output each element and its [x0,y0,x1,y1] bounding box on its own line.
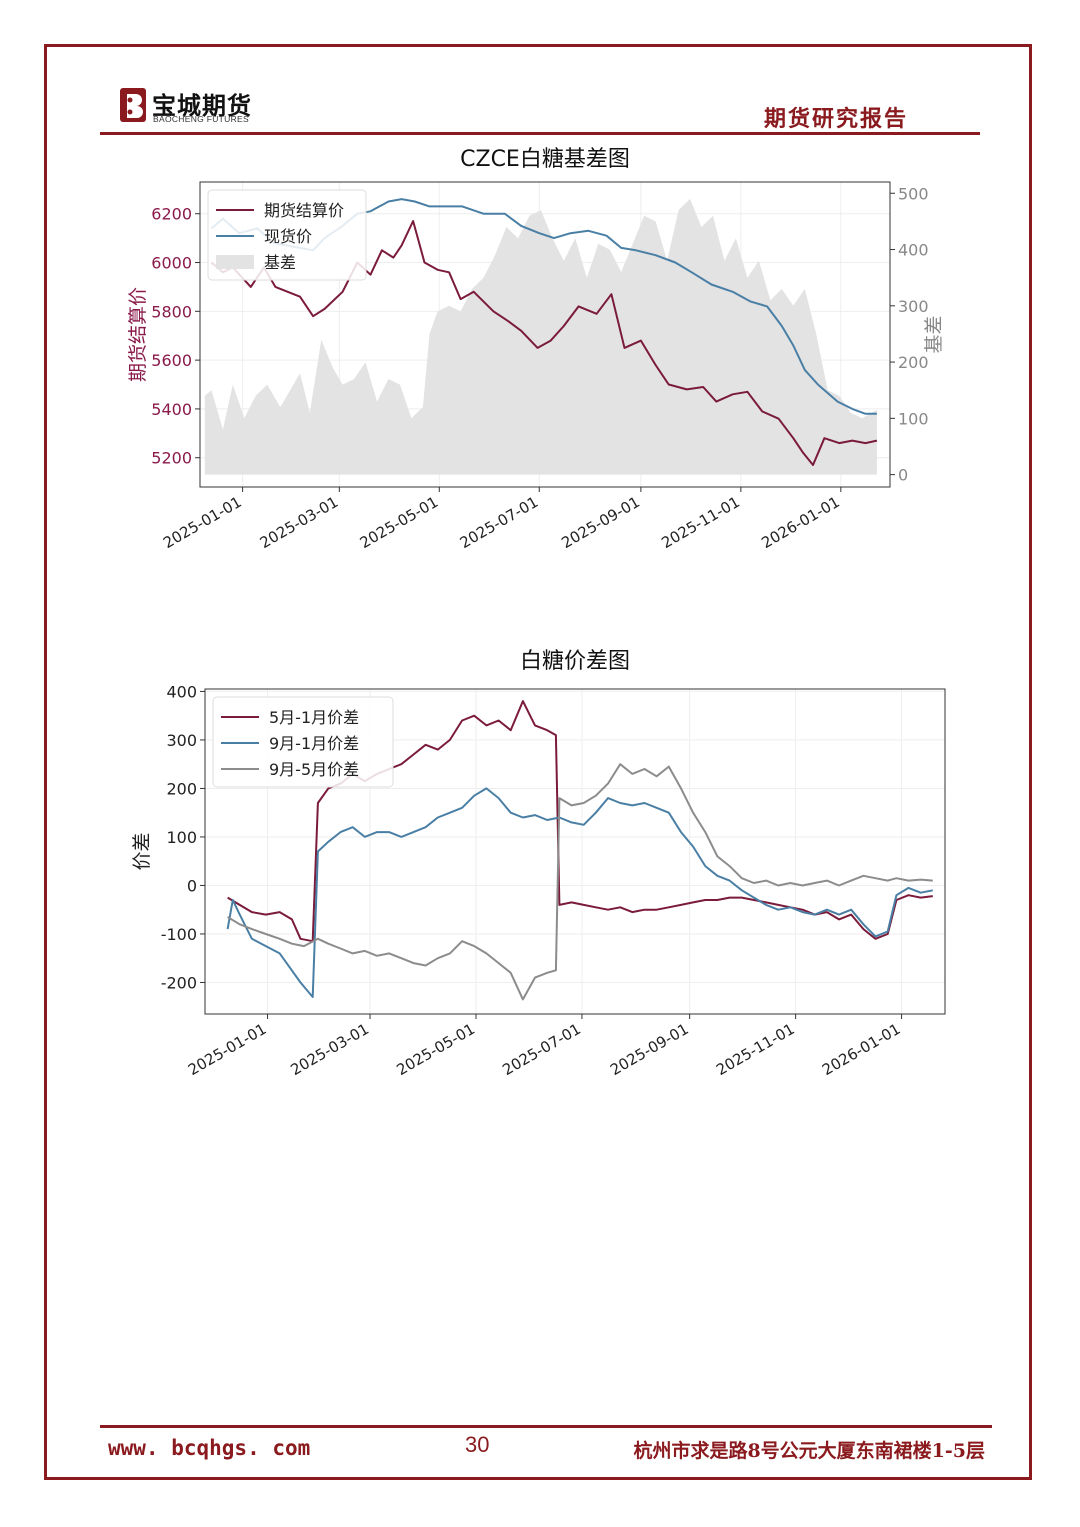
x-tick-label: 2025-09-01 [558,493,643,552]
logo-text-cn: 宝城期货 [152,91,252,120]
legend-label: 现货价 [264,227,312,246]
x-tick-label: 2025-01-01 [185,1020,270,1079]
legend-label: 9月-1月价差 [269,734,359,753]
y-tick-label: 5200 [151,449,192,468]
y2-axis-label: 基差 [923,315,945,353]
plot-frame [199,181,891,488]
x-tick-label: 2025-05-01 [357,493,442,552]
y-tick-label: 0 [187,876,197,895]
y-tick-label: 5800 [151,302,192,321]
series-area-basis [204,198,877,475]
x-tick-label: 2025-03-01 [257,493,342,552]
series-line-1 [226,787,933,998]
x-tick-label: 2026-01-01 [819,1020,904,1079]
page-border [44,44,1032,1480]
y2-tick-label: 100 [898,409,929,428]
footer-address: 杭州市求是路8号公元大厦东南裙楼1-5层 [633,1440,985,1462]
x-tick-label: 2025-09-01 [607,1020,692,1079]
chart-legend: 5月-1月价差 9月-1月价差 9月-5月价差 [212,696,394,788]
y-axis-label: 价差 [131,832,153,870]
x-tick-label: 2025-05-01 [393,1020,478,1079]
series-line-2 [227,763,933,1001]
footer-website: www. bcqhgs. com [108,1436,311,1460]
y-tick-label: -100 [161,925,197,944]
y-tick-label: 200 [166,779,197,798]
y-tick-label: 6000 [151,254,192,273]
x-tick-label: 2025-07-01 [499,1020,584,1079]
y-tick-label: -200 [161,973,197,992]
y-tick-label: 5400 [151,400,192,419]
header-divider [100,132,980,135]
y2-tick-label: 500 [898,184,929,203]
chart-title: 白糖价差图 [520,649,630,674]
legend-label: 基差 [264,253,296,272]
page-number: 30 [465,1432,490,1457]
basis-chart: CZCE白糖基差图 5200 5400 5600 5800 6000 6200 0 100 200… [127,147,945,552]
legend-label: 5月-1月价差 [269,708,359,727]
y-axis-label: 期货结算价 [127,287,149,382]
legend-label: 期货结算价 [264,201,344,220]
logo-mark-icon [120,88,146,122]
footer-divider [100,1425,992,1428]
y-tick-label: 400 [166,682,197,701]
chart-title: CZCE白糖基差图 [460,147,630,172]
y-tick-label: 100 [166,828,197,847]
legend-swatch [216,255,254,269]
logo-text-en: BAOCHENG FUTURES [153,114,249,124]
x-tick-label: 2025-11-01 [713,1020,798,1079]
y-tick-label: 6200 [151,205,192,224]
y2-tick-label: 400 [898,241,929,260]
company-logo: 宝城期货 BAOCHENG FUTURES [118,86,268,128]
series-line-0 [210,220,878,466]
x-tick-label: 2025-03-01 [288,1020,373,1079]
plot-frame [204,688,946,1015]
legend-label: 9月-5月价差 [269,760,359,779]
y2-tick-label: 0 [898,466,908,485]
report-title: 期货研究报告 [763,106,908,132]
x-tick-label: 2025-11-01 [658,493,743,552]
y2-tick-label: 200 [898,353,929,372]
spread-chart: 白糖价差图 -200 -100 0 100 200 300 400 2025-01-01 2025… [131,649,946,1079]
y-tick-label: 300 [166,731,197,750]
x-tick-label: 2025-07-01 [457,493,542,552]
x-tick-label: 2026-01-01 [758,493,843,552]
y-tick-label: 5600 [151,351,192,370]
legend-box [212,696,394,788]
y2-tick-label: 300 [898,297,929,316]
x-tick-label: 2025-01-01 [160,493,245,552]
